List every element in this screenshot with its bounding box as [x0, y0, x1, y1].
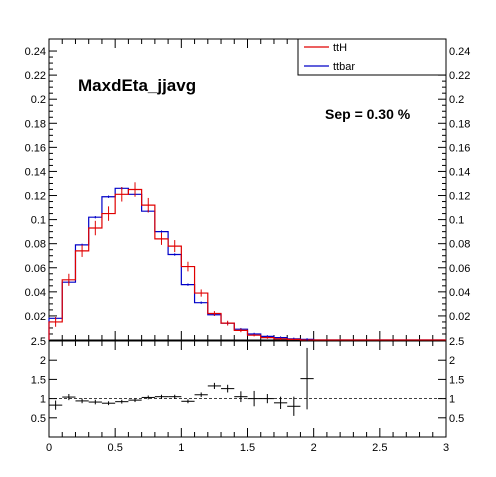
chart-title: MaxdEta_jjavg [78, 76, 196, 95]
upper-ytick-label-right: 0.06 [449, 263, 470, 275]
ratio-points [49, 347, 314, 416]
upper-ytick-label-left: 0.02 [25, 311, 46, 323]
ratio-ytick-label-left: 2.5 [31, 336, 46, 348]
upper-ytick-label-left: 0.18 [25, 118, 46, 130]
upper-ytick-label-right: 0.2 [449, 94, 464, 106]
ratio-y-ticks-right: 0.5 1 1.5 2 2.5 [438, 336, 464, 425]
ratio-ytick-label-right: 0.5 [449, 413, 464, 425]
upper-ytick-label-left: 0.08 [25, 239, 46, 251]
upper-ytick-label-left: 0.16 [25, 142, 46, 154]
upper-ytick-label-right: 0.22 [449, 70, 470, 82]
ratio-xtick-label: 2.5 [372, 442, 387, 454]
tth-step-line [48, 188, 446, 341]
upper-ytick-label-right: 0.16 [449, 142, 470, 154]
upper-y-ticks-left: 0.02 0.04 0.06 0.08 0.1 0.12 0.14 0.16 0.18 0.2 0.… [25, 46, 57, 335]
tth-error-bars [55, 182, 295, 340]
ratio-xtick-label: 2 [311, 442, 317, 454]
upper-ytick-label-right: 0.24 [449, 46, 470, 58]
ratio-ytick-label-right: 1.5 [449, 374, 464, 386]
upper-ytick-label-left: 0.04 [25, 287, 46, 299]
ratio-xtick-label: 1 [178, 442, 184, 454]
legend-ttbar-label: ttbar [333, 61, 355, 73]
legend-tth-label: ttH [333, 42, 347, 54]
ratio-ytick-label-left: 0.5 [31, 413, 46, 425]
ratio-xtick-label: 0 [46, 442, 52, 454]
upper-ytick-label-right: 0.04 [449, 287, 470, 299]
legend: ttH ttbar [297, 38, 447, 76]
upper-ytick-label-left: 0.14 [25, 166, 46, 178]
ratio-xtick-label: 1.5 [240, 442, 255, 454]
upper-ytick-label-left: 0.24 [25, 46, 46, 58]
ratio-plot: 0.5 1 1.5 2 2.5 0.5 1 1.5 2 2.5 0 0.5 1 1.5 2 2.5 3 [31, 336, 465, 454]
ratio-x-ticks: 0 0.5 1 1.5 2 2.5 3 [46, 341, 449, 454]
upper-plot: 0.02 0.04 0.06 0.08 0.1 0.12 0.14 0.16 0.18 0.2 0.… [25, 38, 470, 341]
ratio-ytick-label-left: 1.5 [31, 374, 46, 386]
upper-ytick-label-right: 0.1 [449, 215, 464, 227]
upper-ytick-label-right: 0.14 [449, 166, 470, 178]
upper-ytick-label-left: 0.06 [25, 263, 46, 275]
ratio-xtick-label: 0.5 [108, 442, 123, 454]
upper-ytick-label-right: 0.08 [449, 239, 470, 251]
ratio-ytick-label-right: 2 [449, 355, 455, 367]
upper-ytick-label-right: 0.12 [449, 191, 470, 203]
ratio-y-ticks-left: 0.5 1 1.5 2 2.5 [31, 336, 57, 425]
separation-annotation: Sep = 0.30 % [325, 106, 411, 122]
ratio-ytick-label-left: 2 [40, 355, 46, 367]
ratio-ytick-label-right: 1 [449, 394, 455, 406]
upper-ytick-label-right: 0.18 [449, 118, 470, 130]
tth-histogram [48, 188, 446, 341]
upper-ytick-label-left: 0.1 [31, 215, 46, 227]
upper-ytick-label-left: 0.12 [25, 191, 46, 203]
ratio-xtick-label: 3 [443, 442, 449, 454]
upper-ytick-label-left: 0.2 [31, 94, 46, 106]
ratio-ytick-label-right: 2.5 [449, 336, 464, 348]
upper-ytick-label-left: 0.22 [25, 70, 46, 82]
legend-box [297, 38, 447, 76]
ratio-ytick-label-left: 1 [40, 394, 46, 406]
upper-ytick-label-right: 0.02 [449, 311, 470, 323]
